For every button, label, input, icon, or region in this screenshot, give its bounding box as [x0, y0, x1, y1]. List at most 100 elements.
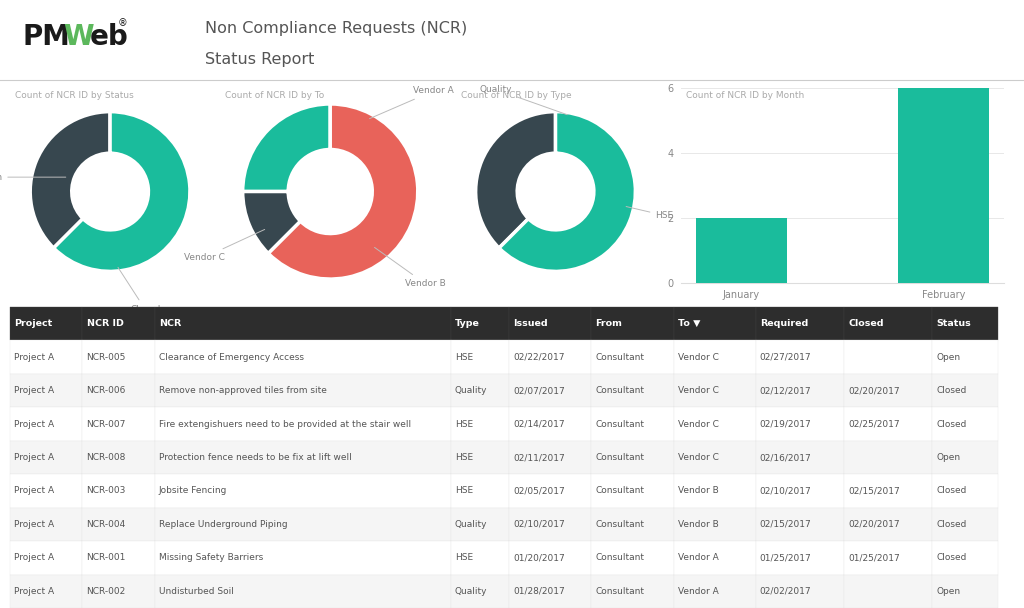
Bar	[10, 441, 83, 474]
Bar	[509, 575, 591, 608]
Bar	[509, 307, 591, 340]
Text: NCR ID: NCR ID	[86, 319, 123, 328]
Text: Vendor B: Vendor B	[375, 247, 445, 288]
Text: NCR-003: NCR-003	[86, 486, 126, 496]
Text: NCR-005: NCR-005	[86, 353, 126, 362]
Text: 01/25/2017: 01/25/2017	[848, 553, 900, 562]
Text: ®: ®	[118, 18, 128, 28]
Bar	[844, 307, 933, 340]
Bar	[83, 307, 155, 340]
Wedge shape	[268, 104, 418, 279]
Text: eb: eb	[90, 23, 129, 51]
Bar	[933, 307, 997, 340]
Text: Required: Required	[760, 319, 808, 328]
Bar	[844, 474, 933, 508]
Text: HSE: HSE	[455, 486, 473, 496]
Text: To ▼: To ▼	[678, 319, 700, 328]
Text: 02/14/2017: 02/14/2017	[513, 420, 564, 429]
Bar	[591, 474, 674, 508]
Text: 02/25/2017: 02/25/2017	[848, 420, 900, 429]
Bar	[844, 441, 933, 474]
Bar	[933, 407, 997, 441]
Bar	[155, 407, 451, 441]
Bar	[509, 508, 591, 541]
Bar	[10, 307, 83, 340]
Bar	[844, 374, 933, 407]
Bar	[756, 508, 844, 541]
Text: Vendor A: Vendor A	[678, 553, 718, 562]
Bar	[674, 441, 756, 474]
Text: Type: Type	[455, 319, 479, 328]
Text: 02/15/2017: 02/15/2017	[760, 520, 812, 529]
Text: 02/22/2017: 02/22/2017	[513, 353, 564, 362]
Bar	[844, 575, 933, 608]
Text: 02/02/2017: 02/02/2017	[760, 587, 811, 596]
Text: Closed: Closed	[118, 268, 161, 314]
Text: PM: PM	[23, 23, 71, 51]
Bar	[756, 407, 844, 441]
Text: Closed: Closed	[848, 319, 884, 328]
Bar	[756, 575, 844, 608]
Bar	[591, 441, 674, 474]
Bar	[591, 541, 674, 575]
Text: Vendor C: Vendor C	[678, 353, 719, 362]
Wedge shape	[476, 112, 555, 248]
Text: 02/10/2017: 02/10/2017	[513, 520, 565, 529]
Text: Vendor B: Vendor B	[678, 486, 718, 496]
Text: 02/11/2017: 02/11/2017	[513, 453, 565, 462]
Text: Closed: Closed	[937, 520, 967, 529]
Text: NCR-004: NCR-004	[86, 520, 126, 529]
Bar	[451, 441, 509, 474]
Bar	[933, 508, 997, 541]
Bar	[933, 340, 997, 374]
Text: HSE: HSE	[455, 420, 473, 429]
Text: Project: Project	[14, 319, 52, 328]
Text: 02/10/2017: 02/10/2017	[760, 486, 812, 496]
Text: Consultant: Consultant	[595, 386, 644, 395]
Text: 02/20/2017: 02/20/2017	[848, 386, 900, 395]
Bar	[10, 575, 83, 608]
Text: 01/20/2017: 01/20/2017	[513, 553, 565, 562]
Text: Consultant: Consultant	[595, 587, 644, 596]
Text: NCR-008: NCR-008	[86, 453, 126, 462]
Bar	[591, 575, 674, 608]
Text: Open: Open	[937, 453, 961, 462]
Bar	[844, 541, 933, 575]
Bar	[10, 508, 83, 541]
Text: Protection fence needs to be fix at lift well: Protection fence needs to be fix at lift…	[159, 453, 351, 462]
Bar	[756, 340, 844, 374]
Text: Quality: Quality	[455, 386, 487, 395]
Bar	[83, 508, 155, 541]
Text: 02/05/2017: 02/05/2017	[513, 486, 565, 496]
Bar	[155, 441, 451, 474]
Bar	[155, 508, 451, 541]
Text: 01/25/2017: 01/25/2017	[760, 553, 812, 562]
Wedge shape	[243, 104, 330, 192]
Bar	[451, 508, 509, 541]
Text: 02/20/2017: 02/20/2017	[848, 520, 900, 529]
Bar	[591, 407, 674, 441]
Bar	[674, 340, 756, 374]
Text: Vendor A: Vendor A	[370, 86, 455, 119]
Text: Count of NCR ID by Type: Count of NCR ID by Type	[461, 91, 571, 100]
Text: Remove non-approved tiles from site: Remove non-approved tiles from site	[159, 386, 327, 395]
Bar	[933, 474, 997, 508]
Text: Issued: Issued	[513, 319, 548, 328]
Bar	[451, 474, 509, 508]
Text: 02/19/2017: 02/19/2017	[760, 420, 812, 429]
Text: From: From	[595, 319, 623, 328]
Text: Undisturbed Soil: Undisturbed Soil	[159, 587, 233, 596]
Text: NCR-007: NCR-007	[86, 420, 126, 429]
Text: Project A: Project A	[14, 453, 54, 462]
Text: 02/07/2017: 02/07/2017	[513, 386, 565, 395]
Bar	[509, 340, 591, 374]
Text: HSE: HSE	[455, 553, 473, 562]
Text: 01/28/2017: 01/28/2017	[513, 587, 565, 596]
Text: Closed: Closed	[937, 553, 967, 562]
Bar	[509, 541, 591, 575]
Bar	[933, 374, 997, 407]
Bar	[451, 340, 509, 374]
Wedge shape	[31, 112, 111, 248]
Bar	[933, 575, 997, 608]
Text: Open: Open	[0, 173, 66, 182]
